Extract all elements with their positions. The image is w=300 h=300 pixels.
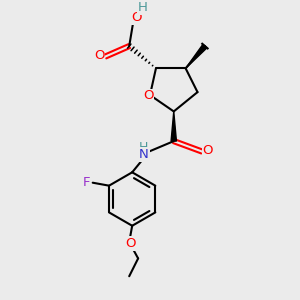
Polygon shape bbox=[186, 44, 207, 68]
Text: H: H bbox=[138, 1, 148, 14]
Text: O: O bbox=[143, 89, 154, 103]
Text: O: O bbox=[125, 237, 136, 250]
Text: N: N bbox=[139, 148, 149, 161]
Text: O: O bbox=[131, 11, 142, 24]
Text: H: H bbox=[139, 141, 148, 154]
Text: O: O bbox=[203, 144, 213, 158]
Text: F: F bbox=[82, 176, 90, 189]
Polygon shape bbox=[171, 111, 176, 141]
Text: O: O bbox=[94, 50, 105, 62]
